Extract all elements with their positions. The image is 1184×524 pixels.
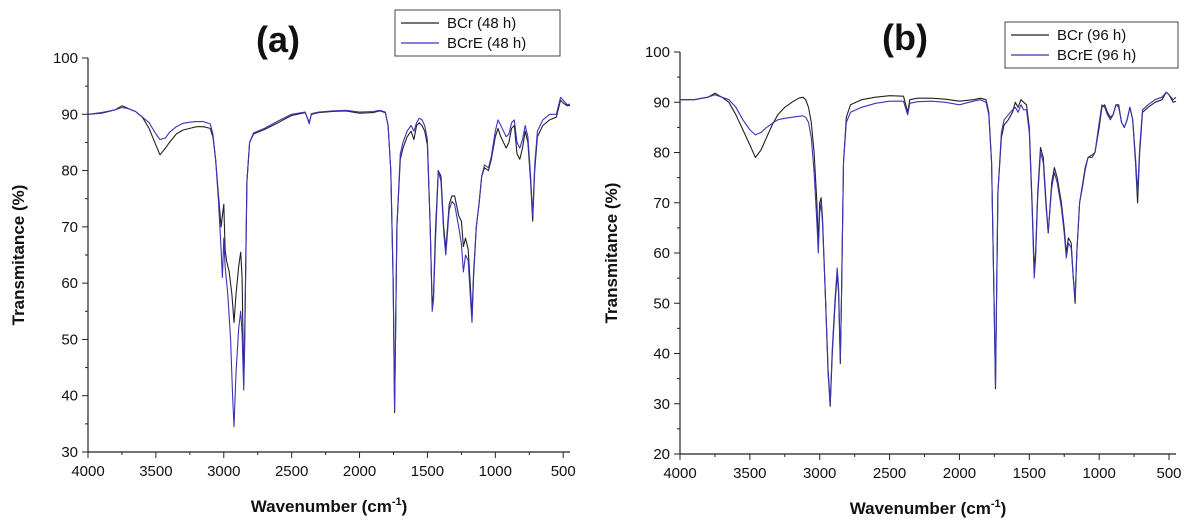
- x-tick-label: 2500: [873, 465, 906, 482]
- y-tick-label: 40: [61, 388, 78, 405]
- y-tick-label: 60: [653, 245, 670, 262]
- y-tick-label: 100: [53, 50, 78, 67]
- x-tick-label: 3000: [207, 463, 240, 480]
- x-axis-title-text: Wavenumber (cm: [850, 499, 991, 518]
- y-tick-label: 70: [61, 219, 78, 236]
- panel-a: 4000 3500 3000 2500 2000 1500 1000 500 30 40 50 60 7…: [9, 9, 576, 516]
- y-tick-label: 40: [653, 346, 670, 363]
- legend-label: BCr (96 h): [1057, 27, 1126, 44]
- y-axis-title: Transmitance (%): [9, 185, 28, 326]
- x-tick-label: 4000: [71, 463, 104, 480]
- x-tick-label: 3500: [733, 465, 766, 482]
- y-tick-label: 90: [61, 106, 78, 123]
- x-tick-label: 2000: [943, 465, 976, 482]
- series-line-bcre: [680, 91, 1177, 405]
- x-axis-title-close: ): [1001, 499, 1007, 518]
- x-axis-title: Wavenumber (cm-1): [850, 498, 1007, 518]
- x-axis-title-close: ): [402, 497, 408, 516]
- y-tick-label: 30: [61, 444, 78, 461]
- x-axis-title-sup: -1: [392, 496, 402, 508]
- panel-label: (b): [882, 17, 928, 58]
- x-tick-label: 500: [1156, 465, 1181, 482]
- series-line-bcr: [87, 99, 571, 414]
- y-tick-label: 100: [645, 44, 670, 61]
- x-tick-label: 2000: [343, 463, 376, 480]
- x-tick-label: 2500: [275, 463, 308, 480]
- x-tick-label: 1500: [1013, 465, 1046, 482]
- y-axis-title: Transmitance (%): [602, 183, 621, 324]
- panel-label: (a): [256, 19, 300, 60]
- legend-box: [1004, 21, 1179, 69]
- legend-label: BCr (48 h): [447, 15, 516, 32]
- legend: BCr (48 h) BCrE (48 h): [394, 9, 561, 57]
- x-tick-label: 500: [551, 463, 576, 480]
- x-axis-title: Wavenumber (cm-1): [251, 496, 408, 516]
- legend-label: BCrE (96 h): [1057, 47, 1136, 64]
- x-tick-label: 1500: [411, 463, 444, 480]
- x-axis-title-text: Wavenumber (cm: [251, 497, 392, 516]
- x-tick-label: 3500: [139, 463, 172, 480]
- y-tick-label: 20: [653, 446, 670, 463]
- panel-b: 4000 3500 3000 2500 2000 1500 1000 500 20 30 40 50 6…: [602, 17, 1182, 518]
- y-tick-label: 80: [653, 145, 670, 162]
- y-tick-label: 70: [653, 195, 670, 212]
- legend: BCr (96 h) BCrE (96 h): [1004, 21, 1179, 69]
- y-tick-label: 80: [61, 163, 78, 180]
- y-tick-label: 60: [61, 275, 78, 292]
- series-line-bcr: [680, 91, 1177, 407]
- y-tick-label: 90: [653, 94, 670, 111]
- series-line-bcre: [87, 96, 571, 428]
- x-tick-label: 4000: [663, 465, 696, 482]
- y-tick-label: 30: [653, 396, 670, 413]
- x-tick-label: 3000: [803, 465, 836, 482]
- x-tick-label: 1000: [479, 463, 512, 480]
- y-tick-label: 50: [653, 295, 670, 312]
- x-tick-label: 1000: [1082, 465, 1115, 482]
- legend-box: [394, 9, 561, 57]
- x-axis-title-sup: -1: [991, 498, 1001, 510]
- legend-label: BCrE (48 h): [447, 35, 526, 52]
- y-tick-label: 50: [61, 331, 78, 348]
